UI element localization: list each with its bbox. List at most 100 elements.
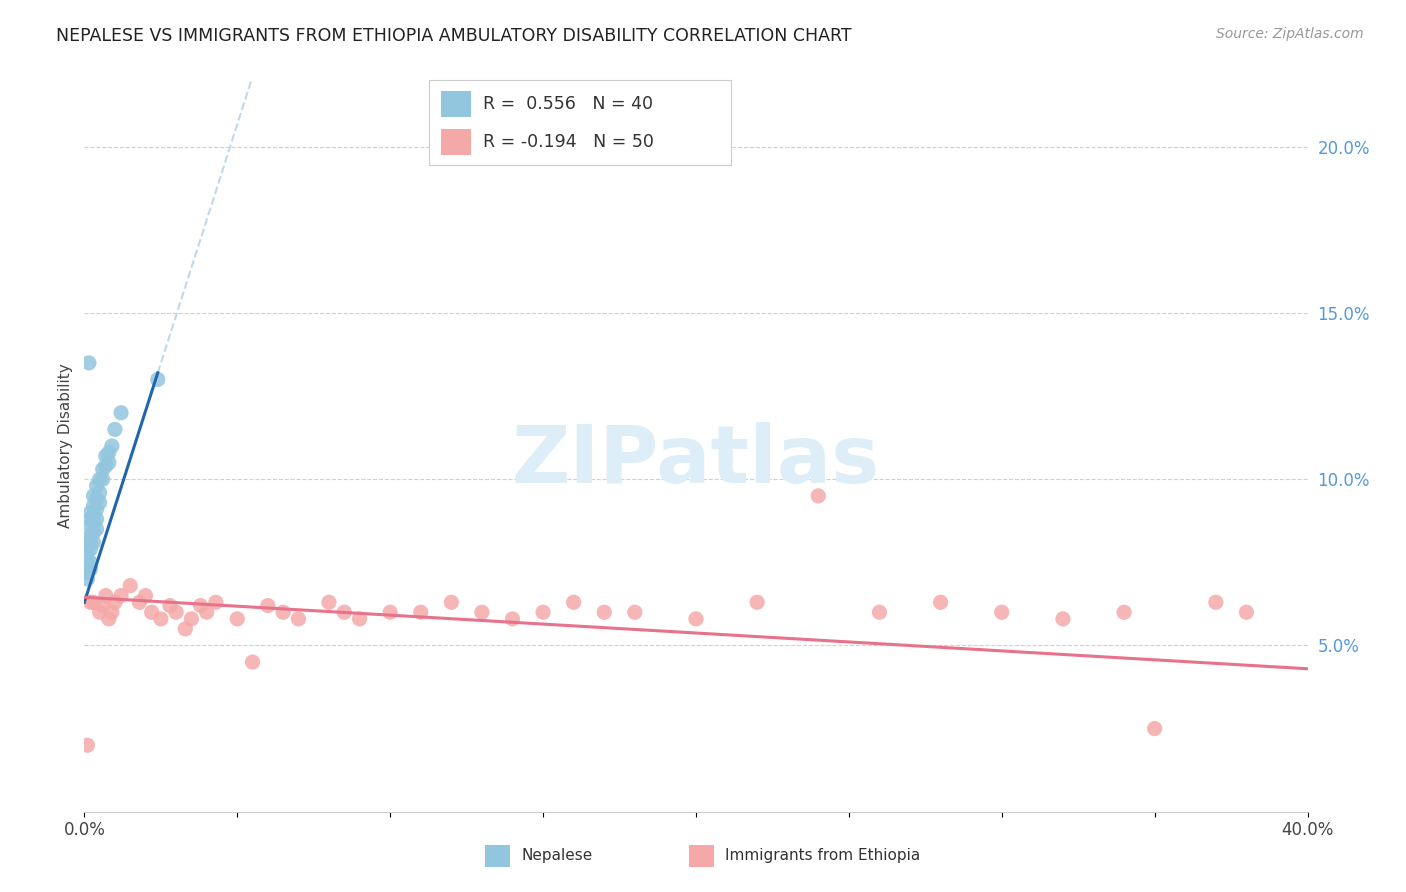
Point: [190, 599, 212, 613]
Point: [86, 512, 108, 526]
Point: [257, 599, 280, 613]
Text: NEPALESE VS IMMIGRANTS FROM ETHIOPIA AMBULATORY DISABILITY CORRELATION CHART: NEPALESE VS IMMIGRANTS FROM ETHIOPIA AMB…: [56, 27, 852, 45]
Point: [86, 502, 108, 516]
Point: [165, 605, 187, 619]
Point: [77, 356, 100, 370]
Point: [146, 372, 169, 386]
Point: [75, 562, 97, 576]
Y-axis label: Ambulatory Disability: Ambulatory Disability: [58, 364, 73, 528]
Point: [83, 508, 105, 523]
Point: [149, 612, 172, 626]
Point: [83, 595, 105, 609]
Point: [104, 595, 127, 609]
Point: [159, 599, 181, 613]
Point: [76, 539, 98, 553]
Bar: [441, 91, 471, 117]
Point: [471, 605, 494, 619]
Point: [380, 605, 402, 619]
Point: [91, 472, 114, 486]
Point: [141, 605, 163, 619]
Point: [97, 445, 120, 459]
Point: [79, 529, 101, 543]
Point: [562, 595, 585, 609]
Point: [76, 555, 98, 569]
Point: [89, 605, 111, 619]
Point: [1236, 605, 1258, 619]
Point: [89, 485, 111, 500]
Point: [128, 595, 150, 609]
Point: [318, 595, 340, 609]
Point: [79, 562, 101, 576]
Point: [79, 542, 101, 557]
Point: [79, 512, 101, 526]
Point: [807, 489, 830, 503]
Point: [440, 595, 463, 609]
Point: [94, 589, 117, 603]
Point: [79, 506, 101, 520]
Point: [1205, 595, 1227, 609]
Point: [409, 605, 432, 619]
Point: [83, 499, 105, 513]
Point: [79, 555, 101, 569]
Point: [349, 612, 371, 626]
Text: ZIPatlas: ZIPatlas: [512, 422, 880, 500]
Point: [593, 605, 616, 619]
Point: [86, 479, 108, 493]
Point: [685, 612, 707, 626]
Point: [110, 589, 132, 603]
Point: [89, 495, 111, 509]
Point: [83, 489, 105, 503]
Point: [333, 605, 356, 619]
Point: [76, 532, 98, 546]
Point: [991, 605, 1014, 619]
Point: [76, 545, 98, 559]
Point: [287, 612, 309, 626]
Point: [120, 579, 142, 593]
Point: [94, 458, 117, 473]
Point: [869, 605, 891, 619]
Point: [271, 605, 294, 619]
Point: [195, 605, 218, 619]
Text: Source: ZipAtlas.com: Source: ZipAtlas.com: [1216, 27, 1364, 41]
Point: [502, 612, 524, 626]
Point: [83, 525, 105, 540]
Point: [79, 595, 101, 609]
Point: [110, 406, 132, 420]
Point: [94, 449, 117, 463]
Point: [101, 605, 124, 619]
Point: [86, 522, 108, 536]
Point: [97, 456, 120, 470]
Point: [76, 738, 98, 752]
Point: [747, 595, 769, 609]
Point: [83, 535, 105, 549]
Point: [79, 518, 101, 533]
Point: [180, 612, 202, 626]
Point: [101, 439, 124, 453]
Point: [242, 655, 264, 669]
Text: R =  0.556   N = 40: R = 0.556 N = 40: [484, 95, 654, 113]
Point: [89, 472, 111, 486]
Point: [135, 589, 157, 603]
Point: [76, 572, 98, 586]
Point: [104, 422, 127, 436]
Point: [1143, 722, 1166, 736]
Point: [91, 462, 114, 476]
Point: [76, 566, 98, 580]
Point: [1114, 605, 1136, 619]
Point: [79, 535, 101, 549]
Point: [205, 595, 228, 609]
Bar: [441, 129, 471, 155]
Point: [83, 516, 105, 530]
Point: [91, 599, 114, 613]
Point: [97, 612, 120, 626]
Point: [624, 605, 647, 619]
Text: Nepalese: Nepalese: [522, 848, 593, 863]
Point: [226, 612, 249, 626]
Point: [929, 595, 952, 609]
Point: [174, 622, 197, 636]
Text: R = -0.194   N = 50: R = -0.194 N = 50: [484, 133, 654, 151]
Point: [531, 605, 554, 619]
Text: Immigrants from Ethiopia: Immigrants from Ethiopia: [725, 848, 921, 863]
Point: [86, 492, 108, 507]
Point: [1052, 612, 1074, 626]
